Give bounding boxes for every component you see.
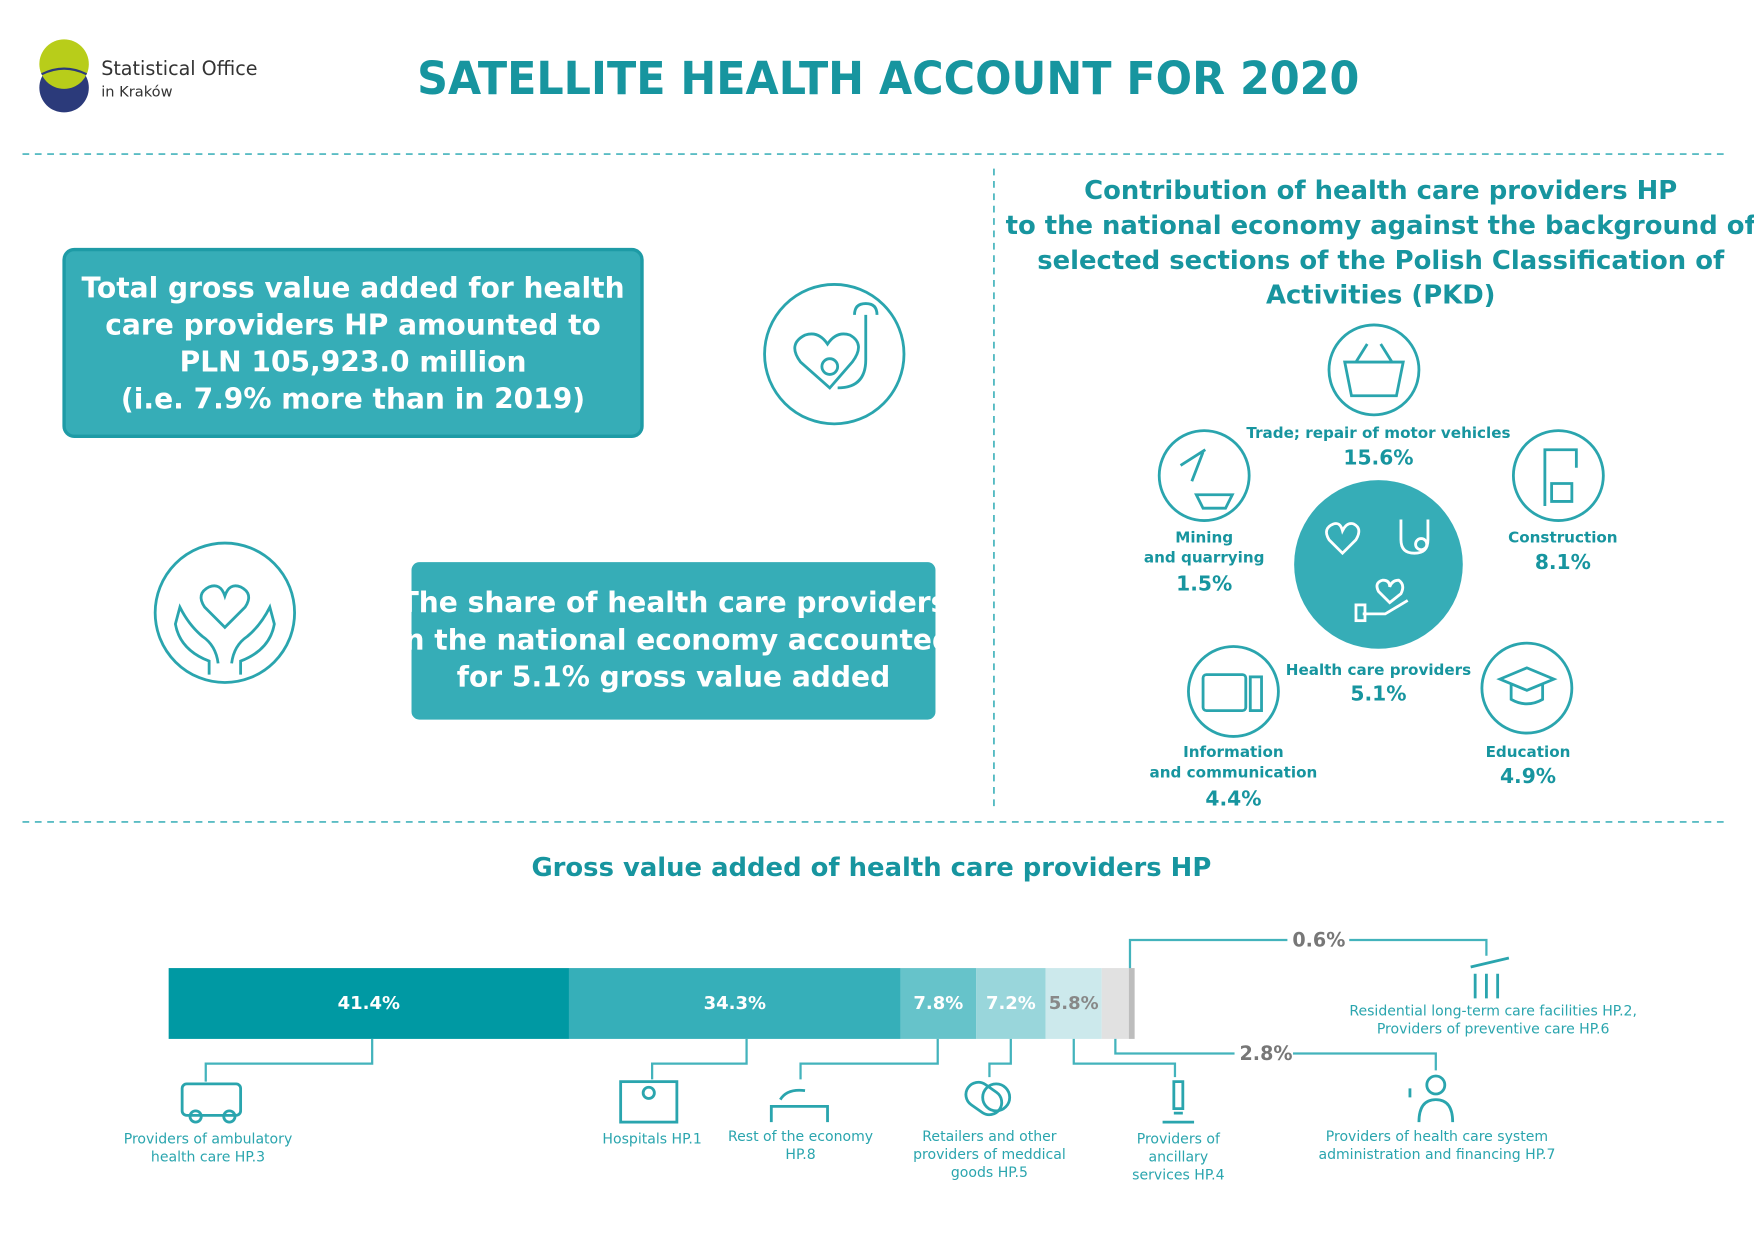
bar-segment (1101, 968, 1129, 1039)
segment-name: Hospitals HP.1 (602, 1129, 702, 1147)
center-icons (1325, 519, 1430, 623)
leader-line (1114, 1038, 1437, 1071)
item-value: 15.6% (1343, 446, 1413, 470)
segment-name: Retailers and other providers of meddica… (913, 1127, 1066, 1181)
leader-line (204, 1038, 374, 1082)
office-name: Statistical Office (101, 57, 257, 80)
segment-name: Providers of ambulatory health care HP.3 (123, 1129, 293, 1165)
segment-icons (180, 956, 1510, 1124)
leader-line (1128, 938, 1488, 969)
section-title: selected sections of the Polish Classifi… (1037, 246, 1725, 276)
box-text: Total gross value added for health (81, 271, 624, 304)
total-box (62, 247, 644, 438)
segment-name: Providers of health care system administ… (1318, 1127, 1556, 1163)
box-text: care providers HP amounted to (105, 308, 601, 341)
value-label: 2.8% (1240, 1042, 1293, 1065)
item-value: 8.1% (1535, 550, 1591, 574)
item-value: 1.5% (1176, 572, 1232, 596)
hands-heart-icon (153, 541, 296, 684)
information-icon (1187, 645, 1280, 738)
item-value: 5.1% (1350, 682, 1406, 706)
section-title: Activities (PKD) (1266, 281, 1496, 311)
logo (39, 39, 89, 113)
education-icon (1480, 641, 1574, 735)
section-title: to the national economy against the back… (1006, 211, 1754, 241)
bar-segment (976, 968, 1046, 1039)
item-name: and quarrying (1144, 549, 1265, 567)
office-city: in Kraków (101, 84, 172, 101)
item-name: Construction (1508, 528, 1617, 546)
value-label: 7.8% (913, 993, 963, 1014)
leader-line (1072, 1038, 1177, 1078)
item-name: Trade; repair of motor vehicles (1246, 424, 1510, 442)
construction-icon (1511, 429, 1605, 522)
box-text: The share of health care providers (400, 586, 948, 619)
mining-icon (1157, 429, 1251, 522)
stethoscope-icon (763, 283, 906, 426)
chart-title: Gross value added of health care provide… (531, 853, 1211, 883)
bar-segment (168, 968, 569, 1039)
bar-segment (1128, 968, 1135, 1039)
share-box (411, 562, 936, 720)
value-label: 41.4% (338, 993, 400, 1014)
box-text: in the national economy accounted (395, 623, 952, 656)
item-name: Health care providers (1286, 661, 1471, 679)
box-text: (i.e. 7.9% more than in 2019) (121, 383, 585, 416)
value-label: 7.2% (986, 993, 1036, 1014)
segment-name: Rest of the economy HP.8 (727, 1127, 874, 1163)
box-text: PLN 105,923.0 million (180, 346, 527, 379)
bar-segment (1045, 968, 1102, 1039)
section-title: Contribution of health care providers HP (1084, 176, 1677, 206)
bar-segment (900, 968, 977, 1039)
item-name: Information (1183, 743, 1284, 761)
leader-line (799, 1038, 939, 1080)
leader-line (988, 1038, 1012, 1078)
value-label: 5.8% (1049, 993, 1099, 1014)
bar-segment (568, 968, 901, 1039)
box-text: for 5.1% gross value added (457, 660, 890, 693)
item-name: and communication (1150, 763, 1318, 781)
item-value: 4.9% (1500, 764, 1556, 788)
item-name: Education (1486, 743, 1571, 761)
segment-name: Residential long-term care facilities HP… (1349, 1001, 1637, 1037)
center-circle (1294, 480, 1463, 649)
leader-line (651, 1038, 748, 1080)
trade-icon (1327, 323, 1421, 417)
value-label: 34.3% (704, 993, 766, 1014)
value-label: 0.6% (1292, 928, 1345, 951)
item-value: 4.4% (1205, 786, 1261, 810)
item-name: Mining (1175, 528, 1233, 546)
page-title: SATELLITE HEALTH ACCOUNT FOR 2020 (417, 52, 1359, 105)
segment-name: Providers of ancillary services HP.4 (1132, 1129, 1225, 1183)
